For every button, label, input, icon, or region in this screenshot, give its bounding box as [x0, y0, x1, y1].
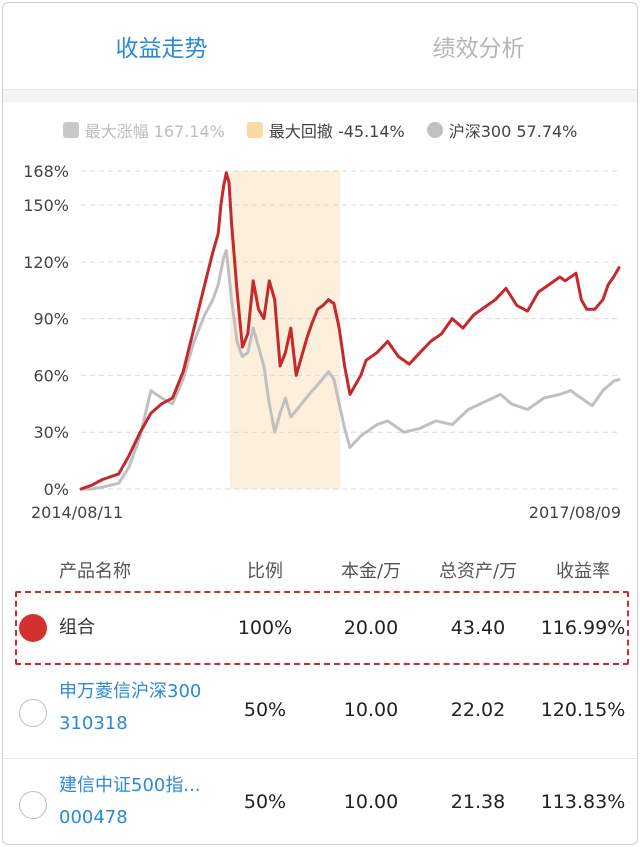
x-axis-start-label: 2014/08/11 — [31, 503, 124, 522]
y-tick-label: 150% — [23, 196, 69, 215]
header-return-rate: 收益率 — [556, 561, 610, 582]
selected-row-highlight — [15, 591, 629, 665]
legend-swatch-csi300 — [426, 122, 443, 138]
legend-csi300[interactable]: 沪深300 57.74% — [426, 118, 578, 142]
chart-legend: 最大涨幅 167.14% 最大回撤 -45.14% 沪深300 57.74% — [3, 115, 637, 145]
table-header: 产品名称 比例 本金/万 总资产/万 收益率 — [3, 553, 637, 587]
tab-bar: 收益走势 绩效分析 — [3, 3, 637, 89]
return-value: 113.83% — [540, 791, 626, 813]
tab-divider — [3, 89, 637, 90]
tab-performance-analysis[interactable]: 绩效分析 — [432, 36, 525, 62]
legend-swatch-max-drawdown — [246, 122, 263, 138]
legend-max-drawdown[interactable]: 最大回撤 -45.14% — [246, 118, 405, 142]
principal-value: 10.00 — [343, 699, 399, 721]
assets-value: 43.40 — [450, 617, 506, 639]
legend-swatch-max-gain — [62, 122, 79, 138]
returns-chart: 0% 30% 60% 90% 120% 150% 168% — [23, 162, 621, 499]
x-axis-end-label: 2017/08/09 — [528, 503, 621, 522]
legend-label-csi300: 沪深300 57.74% — [448, 122, 578, 141]
y-tick-label: 30% — [33, 423, 69, 442]
series-line-portfolio — [79, 171, 621, 491]
drawdown-band — [230, 171, 341, 489]
assets-value: 21.38 — [450, 791, 506, 813]
header-product-name: 产品名称 — [59, 561, 131, 582]
series-line-csi300 — [79, 249, 621, 491]
product-name-link[interactable]: 申万菱信沪深300 — [59, 681, 202, 702]
principal-value: 20.00 — [343, 617, 399, 639]
table-row[interactable]: 建信中证500指... 000478 50% 10.00 21.38 113.8… — [3, 763, 637, 843]
ratio-value: 100% — [237, 617, 293, 639]
assets-value: 22.02 — [450, 699, 506, 721]
ratio-value: 50% — [243, 699, 287, 721]
product-code[interactable]: 000478 — [59, 807, 128, 828]
table-row[interactable]: 申万菱信沪深300 310318 50% 10.00 22.02 120.15% — [3, 671, 637, 755]
y-tick-label: 60% — [33, 366, 69, 385]
y-tick-label: 90% — [33, 310, 69, 329]
legend-label-max-drawdown: 最大回撤 -45.14% — [268, 122, 405, 141]
product-name: 组合 — [59, 617, 95, 638]
header-principal: 本金/万 — [340, 561, 402, 582]
return-value: 116.99% — [540, 617, 626, 639]
ratio-value: 50% — [243, 791, 287, 813]
legend-label-max-gain: 最大涨幅 167.14% — [84, 122, 225, 141]
y-tick-label: 120% — [23, 253, 69, 272]
header-total-assets: 总资产/万 — [438, 561, 518, 582]
radio-selected-icon[interactable] — [19, 614, 47, 642]
principal-value: 10.00 — [343, 791, 399, 813]
product-name-link[interactable]: 建信中证500指... — [59, 775, 201, 796]
radio-unselected-icon[interactable] — [19, 791, 47, 819]
row-divider — [3, 758, 637, 759]
legend-max-gain[interactable]: 最大涨幅 167.14% — [62, 118, 225, 142]
header-ratio: 比例 — [247, 561, 283, 582]
tab-returns-trend[interactable]: 收益走势 — [115, 36, 208, 62]
table-row[interactable]: 组合 100% 20.00 43.40 116.99% — [3, 593, 637, 665]
section-spacer — [3, 90, 637, 102]
product-code[interactable]: 310318 — [59, 713, 128, 734]
y-tick-label: 168% — [23, 162, 69, 181]
radio-unselected-icon[interactable] — [19, 699, 47, 727]
return-value: 120.15% — [540, 699, 626, 721]
y-tick-label: 0% — [44, 480, 69, 499]
